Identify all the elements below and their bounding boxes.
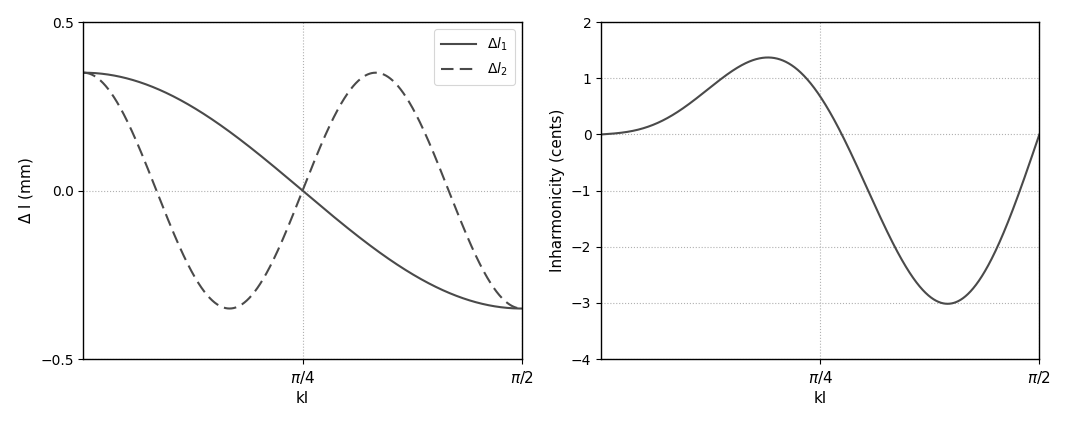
$\Delta l_2$ — [515, 306, 528, 311]
$\Delta l_2$ — [503, 302, 516, 307]
$\Delta l_1$ — [422, 280, 435, 286]
$\Delta l_1$ — [503, 305, 516, 310]
$\Delta l_2$ — [502, 302, 515, 307]
X-axis label: kl: kl — [814, 391, 827, 407]
$\Delta l_1$ — [77, 70, 90, 75]
$\Delta l_1$ — [290, 183, 303, 188]
Line: $\Delta l_2$: $\Delta l_2$ — [83, 73, 521, 308]
Y-axis label: $\Delta$ l (mm): $\Delta$ l (mm) — [17, 157, 34, 224]
$\Delta l_2$ — [279, 232, 292, 237]
$\Delta l_1$ — [515, 306, 528, 311]
$\Delta l_1$ — [279, 173, 292, 178]
$\Delta l_2$ — [99, 83, 112, 88]
$\Delta l_2$ — [77, 70, 90, 75]
$\Delta l_2$ — [290, 203, 303, 209]
Legend: $\Delta l_1$, $\Delta l_2$: $\Delta l_1$, $\Delta l_2$ — [435, 29, 515, 85]
$\Delta l_1$ — [99, 71, 112, 77]
Y-axis label: Inharmonicity (cents): Inharmonicity (cents) — [550, 109, 565, 272]
$\Delta l_1$ — [502, 305, 515, 310]
$\Delta l_2$ — [422, 139, 435, 144]
Line: $\Delta l_1$: $\Delta l_1$ — [83, 73, 521, 308]
X-axis label: kl: kl — [296, 391, 309, 407]
